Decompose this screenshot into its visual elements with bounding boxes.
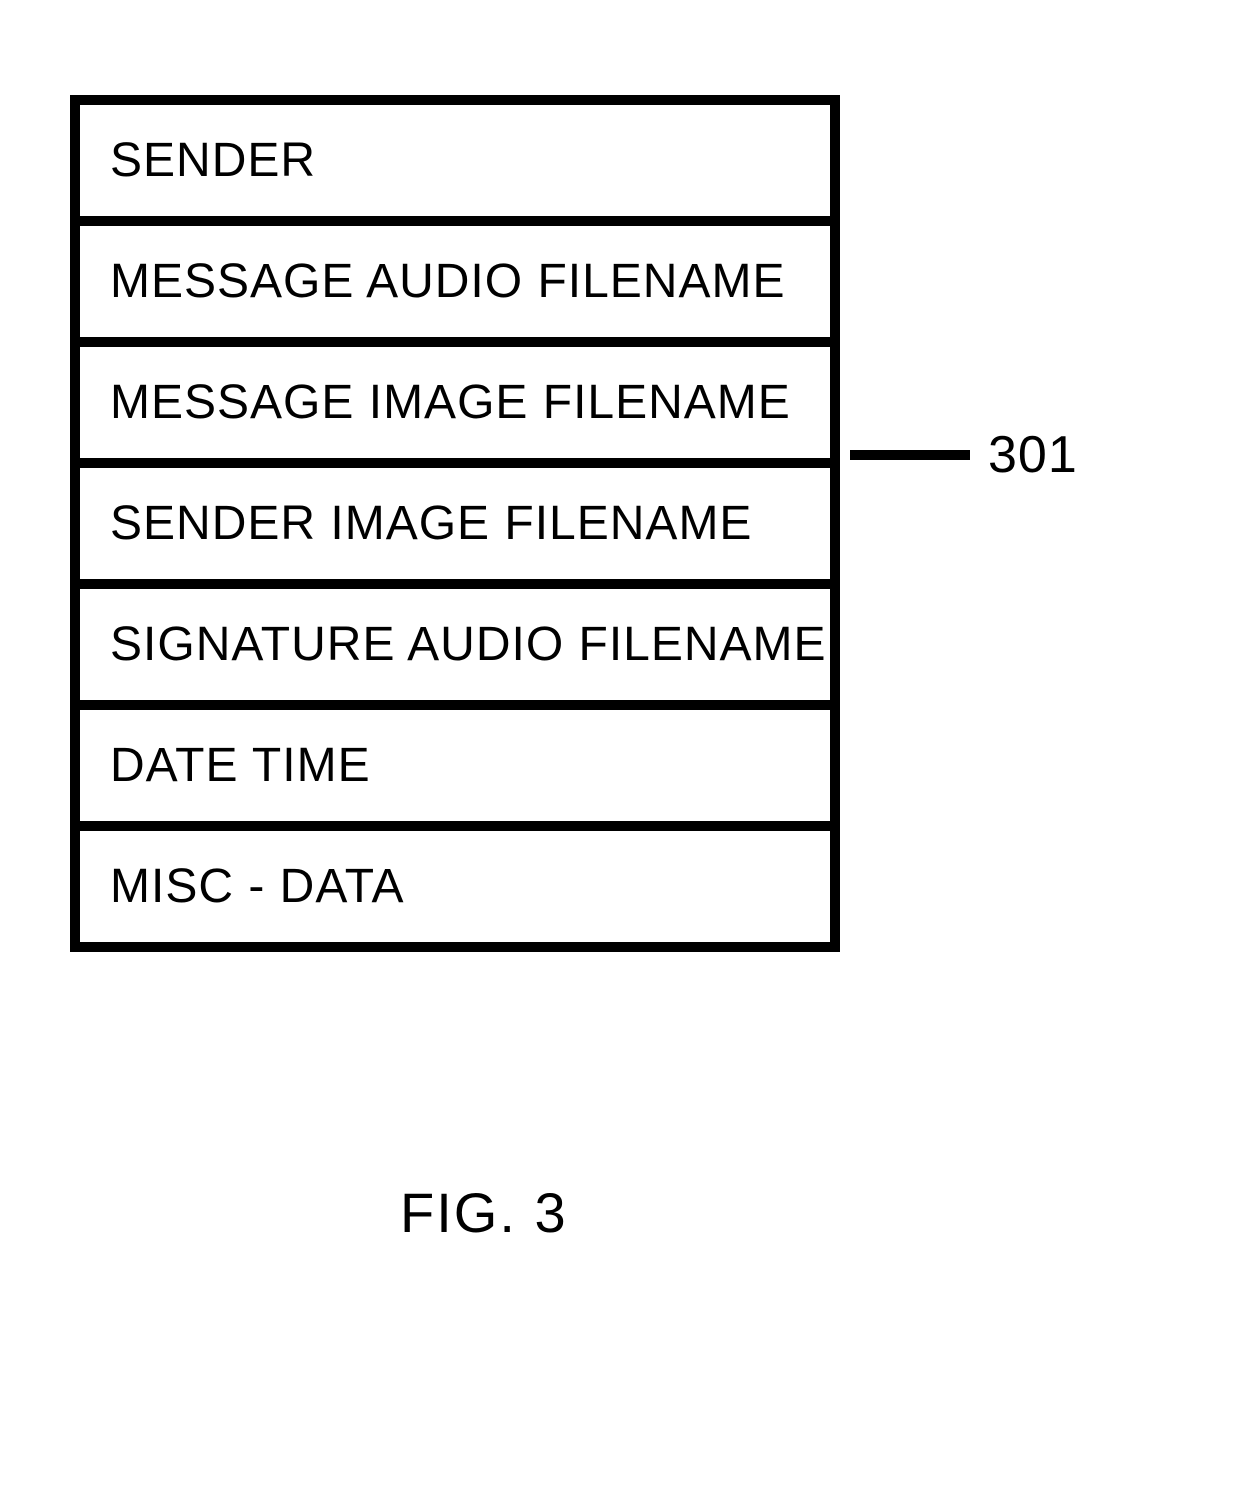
data-structure-table: SENDER MESSAGE AUDIO FILENAME MESSAGE IM… (70, 95, 840, 952)
table-row: SENDER IMAGE FILENAME (80, 468, 830, 589)
figure-caption: FIG. 3 (400, 1180, 568, 1245)
table-row: SENDER (80, 105, 830, 226)
table-row: DATE TIME (80, 710, 830, 831)
table-row: SIGNATURE AUDIO FILENAME (80, 589, 830, 710)
reference-callout: 301 (850, 425, 1078, 485)
callout-label: 301 (988, 425, 1078, 485)
table-row: MESSAGE AUDIO FILENAME (80, 226, 830, 347)
callout-leader-line (850, 450, 970, 460)
diagram-container: SENDER MESSAGE AUDIO FILENAME MESSAGE IM… (70, 95, 840, 952)
table-row: MESSAGE IMAGE FILENAME (80, 347, 830, 468)
table-row: MISC - DATA (80, 831, 830, 942)
